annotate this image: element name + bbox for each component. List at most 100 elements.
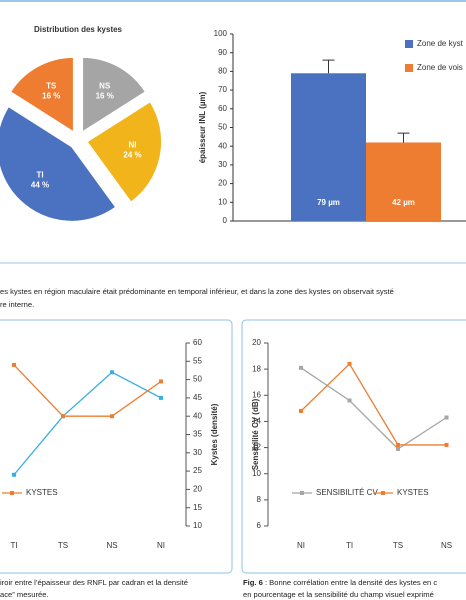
y-tick-label: 6 [257, 521, 262, 530]
bar [291, 73, 366, 222]
slice-value: 16 % [96, 91, 114, 100]
x-tick-label: NI [157, 541, 165, 550]
legend-label: Zone de kyst [417, 39, 464, 48]
x-tick-label: NS [106, 541, 117, 550]
panel-frame [241, 319, 466, 574]
slice-value: 44 % [31, 181, 49, 190]
y-tick-label: 12 [252, 443, 261, 452]
figure-label: Fig. 6 [243, 578, 263, 587]
pie-slice [0, 105, 117, 223]
y-tick-label: 50 [193, 375, 202, 384]
y-tick-label: 35 [193, 430, 202, 439]
legend-swatch [405, 40, 413, 48]
data-point [12, 472, 16, 477]
x-tick-label: TI [10, 541, 17, 550]
y-tick-label: 20 [252, 338, 261, 347]
bar-value-label: 79 µm [317, 198, 340, 207]
x-tick-label: TS [58, 541, 68, 550]
y-axis-label: Sensibilité CV (dB) [251, 398, 260, 470]
data-point [444, 442, 449, 447]
y-tick-label: 90 [218, 48, 227, 57]
y-tick-label: 45 [193, 393, 202, 402]
slice-label: NI [129, 141, 137, 150]
data-point [110, 414, 114, 419]
y-tick-label: 100 [214, 29, 228, 38]
y-tick-label: 40 [193, 411, 202, 420]
x-tick-label: TS [393, 541, 403, 550]
y-tick-label: 60 [218, 104, 227, 113]
slice-label: TI [36, 171, 43, 180]
slice-value: 24 % [123, 151, 141, 160]
data-point [444, 415, 449, 420]
y-tick-label: 55 [193, 356, 202, 365]
slice-label: NS [99, 81, 111, 90]
caption-line: en pourcentage et la sensibilité du cham… [243, 590, 434, 599]
chart-title: Distribution des kystes [34, 25, 123, 34]
data-line [300, 362, 447, 446]
y-tick-label: 80 [218, 67, 227, 76]
y-tick-label: 30 [193, 448, 202, 457]
data-point [12, 362, 16, 367]
legend-marker [381, 491, 385, 495]
pie-slice [9, 56, 75, 134]
x-tick-label: NI [297, 541, 305, 550]
y-tick-label: 8 [257, 495, 262, 504]
y-tick-label: 20 [193, 485, 202, 494]
data-line [300, 367, 447, 450]
caption-text: : Bonne corrélation entre la densité des… [263, 578, 438, 587]
data-point [347, 398, 352, 403]
data-line [13, 364, 162, 417]
legend-label: KYSTES [397, 488, 429, 497]
x-tick-label: NS [441, 541, 452, 550]
data-point [61, 414, 65, 419]
y-tick-label: 70 [218, 85, 227, 94]
caption-line: re interne. [0, 300, 34, 309]
y-tick-label: 18 [252, 364, 261, 373]
data-point [299, 365, 303, 370]
y-tick-label: 15 [193, 503, 202, 512]
y-tick-label: 10 [218, 197, 227, 206]
y-axis-label: épaisseur INL (µm) [198, 91, 207, 163]
y-tick-label: 16 [252, 390, 261, 399]
error-bar [397, 132, 410, 143]
data-point [396, 446, 400, 451]
y-tick-label: 0 [223, 216, 228, 225]
caption-line: es kystes en région maculaire était préd… [0, 287, 394, 296]
legend-swatch [405, 64, 413, 72]
slice-label: TS [46, 81, 57, 90]
x-tick-label: TI [346, 541, 353, 550]
y-tick-label: 10 [252, 469, 261, 478]
panel-frame [0, 319, 233, 574]
legend-label: SENSIBILITÉ CV [316, 488, 378, 497]
slice-value: 16 % [42, 91, 60, 100]
y-tick-label: 14 [252, 417, 261, 426]
y-tick-label: 40 [218, 141, 227, 150]
data-point [299, 408, 303, 413]
legend-label: KYSTES [26, 488, 58, 497]
data-point [347, 361, 352, 366]
legend-marker [300, 491, 304, 495]
y-axis-label: Kystes (densité) [210, 403, 219, 465]
data-point [159, 379, 163, 384]
y-tick-label: 60 [193, 338, 202, 347]
y-tick-label: 30 [218, 160, 227, 169]
caption-line: Fig. 6 : Bonne corrélation entre la dens… [243, 578, 437, 587]
data-point [396, 442, 400, 447]
pie-slice [81, 56, 147, 134]
y-tick-label: 10 [193, 521, 202, 530]
y-tick-label: 50 [218, 123, 227, 132]
data-point [110, 370, 114, 375]
legend-marker [10, 491, 14, 495]
data-point [159, 395, 163, 400]
legend-label: Zone de vois [417, 63, 463, 72]
y-tick-label: 25 [193, 466, 202, 475]
bar-value-label: 42 µm [392, 198, 415, 207]
data-line [13, 371, 162, 476]
caption-line: iroir entre l’épaisseur des RNFL par cad… [0, 578, 188, 587]
pie-slice [85, 100, 163, 204]
y-tick-label: 20 [218, 179, 227, 188]
bar [366, 142, 441, 221]
caption-line: ace” mesurée. [0, 590, 49, 599]
error-bar [322, 59, 335, 74]
